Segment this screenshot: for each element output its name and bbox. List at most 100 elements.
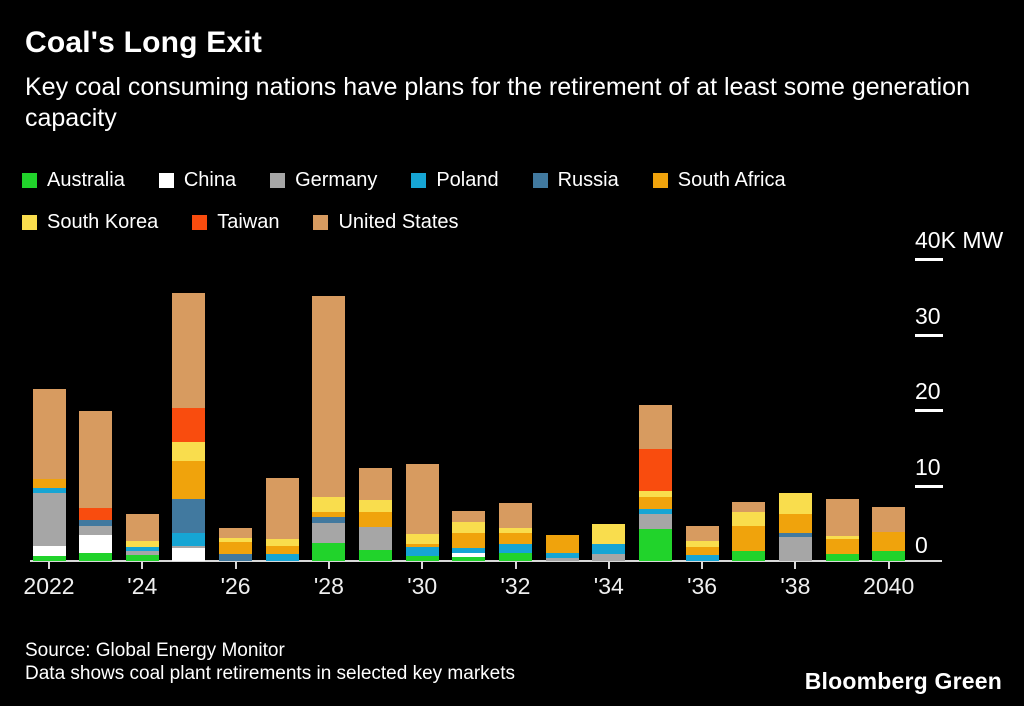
y-tick-dash — [915, 333, 943, 337]
bar-segment — [312, 295, 345, 497]
y-tick-label: 40K MW — [915, 227, 1004, 253]
bar-segment — [219, 554, 252, 561]
legend-item: Russia — [532, 168, 619, 192]
bar-segment — [126, 554, 159, 561]
x-tick — [141, 562, 144, 569]
x-tick-label: '30 — [407, 573, 438, 599]
bar-segment — [172, 548, 205, 561]
bar-segment — [172, 442, 205, 462]
bar-segment — [172, 292, 205, 408]
bar-segment — [779, 533, 812, 537]
legend-item: Germany — [270, 168, 377, 192]
bar-segment — [546, 535, 579, 553]
bar-segment — [872, 531, 905, 552]
bar-segment — [359, 527, 392, 550]
bar-segment — [406, 543, 439, 548]
x-tick — [887, 562, 890, 569]
legend-item: China — [158, 168, 236, 192]
legend-swatch-icon — [158, 172, 174, 188]
bar-segment — [33, 493, 66, 546]
bar-segment — [406, 547, 439, 556]
bar-segment — [779, 536, 812, 561]
bar-segment — [499, 552, 532, 561]
bar-segment — [172, 533, 205, 546]
legend-swatch-icon — [652, 172, 668, 188]
legend-label: Poland — [436, 168, 499, 191]
y-tick-dash — [915, 258, 943, 261]
bar-segment — [172, 461, 205, 500]
bar-segment — [639, 514, 672, 530]
bar-segment — [359, 549, 392, 561]
x-tick-label: 2040 — [863, 573, 915, 599]
legend-label: South Africa — [677, 168, 786, 191]
legend-item: Poland — [411, 168, 499, 192]
brand-logo: Bloomberg Green — [804, 668, 1002, 694]
bar-segment — [826, 536, 859, 540]
x-tick-label: '26 — [220, 573, 251, 599]
bar-segment — [172, 499, 205, 534]
x-tick-label: '32 — [500, 573, 531, 599]
y-tick-label: 0 — [915, 532, 928, 558]
bar-segment — [33, 555, 66, 561]
bar-segment — [79, 508, 112, 521]
bar-segment — [499, 502, 532, 528]
chart-subtitle: Key coal consuming nations have plans fo… — [25, 73, 970, 132]
bar-segment — [359, 468, 392, 500]
legend-label: Australia — [47, 168, 125, 191]
x-tick-label: 2022 — [23, 573, 75, 599]
x-tick — [794, 562, 797, 569]
legend-swatch-icon — [532, 172, 548, 188]
bar-segment — [639, 405, 672, 449]
bar-segment — [312, 496, 345, 512]
bar-segment — [546, 557, 579, 561]
y-tick-label: 30 — [915, 302, 941, 329]
bar-segment — [452, 552, 485, 558]
bar-segment — [33, 388, 66, 480]
bar-segment — [732, 526, 765, 552]
x-tick-label: '28 — [313, 573, 344, 599]
source-line: Source: Global Energy Monitor — [25, 640, 285, 661]
chart-title: Coal's Long Exit — [25, 26, 263, 59]
legend-item: South Korea — [22, 210, 158, 234]
x-tick — [327, 562, 330, 569]
x-tick-label: '24 — [127, 573, 158, 599]
bar-segment — [406, 463, 439, 534]
bar-segment — [266, 545, 299, 555]
bar-segment — [639, 529, 672, 561]
bar-segment — [79, 520, 112, 527]
x-tick-label: '38 — [780, 573, 811, 599]
bar-segment — [126, 514, 159, 541]
bar-segment — [172, 545, 205, 549]
bar-segment — [266, 477, 299, 540]
bar-segment — [219, 538, 252, 543]
bar-segment — [312, 517, 345, 524]
bar-segment — [219, 527, 252, 539]
bar-segment — [872, 507, 905, 532]
x-tick-label: '36 — [687, 573, 718, 599]
bar-segment — [686, 526, 719, 542]
legend-label: Russia — [557, 168, 619, 191]
bar-segment — [592, 544, 625, 555]
legend-item: South Africa — [652, 168, 786, 192]
bar-segment — [126, 551, 159, 555]
y-tick-dash — [915, 484, 943, 488]
bar-segment — [126, 547, 159, 552]
bar-segment — [312, 511, 345, 518]
x-axis-line — [30, 560, 942, 562]
x-tick-label: '34 — [593, 573, 624, 599]
bar-segment — [499, 533, 532, 545]
bar-segment — [359, 511, 392, 528]
bar-segment — [592, 524, 625, 545]
legend-swatch-icon — [22, 214, 37, 230]
bar-segment — [826, 499, 859, 537]
legend-swatch-icon — [270, 172, 286, 188]
bar-segment — [452, 511, 485, 523]
legend-swatch-icon — [192, 214, 208, 230]
bar-segment — [732, 551, 765, 561]
legend-label: Taiwan — [217, 210, 280, 233]
bar-segment — [732, 511, 765, 527]
bar-segment — [452, 548, 485, 553]
bar-segment — [266, 539, 299, 546]
